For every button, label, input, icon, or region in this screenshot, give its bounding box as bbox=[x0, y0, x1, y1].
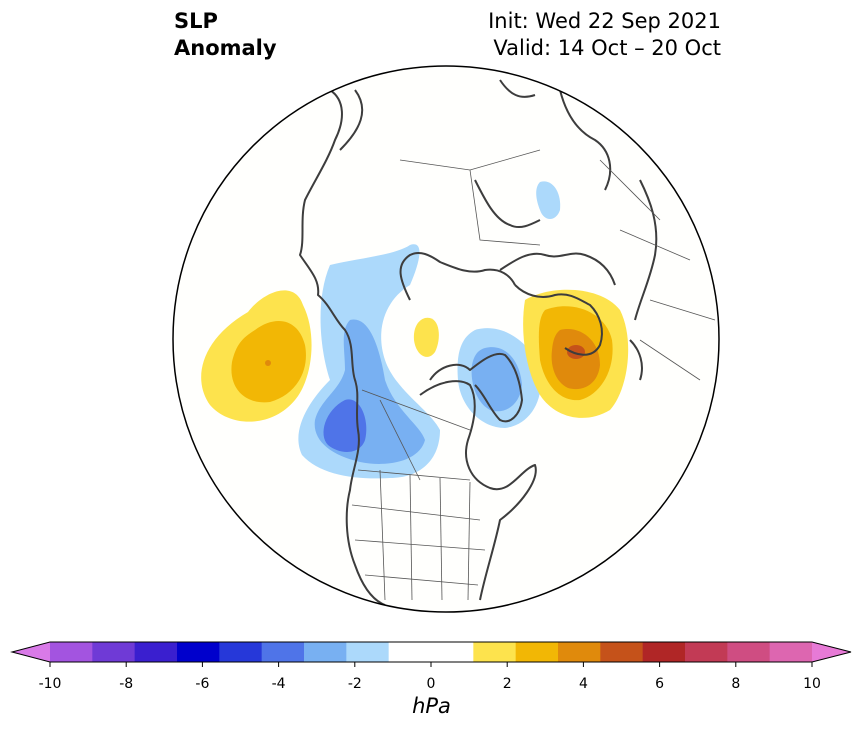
colorbar-unit-label: hPa bbox=[412, 694, 451, 718]
anomaly-gulf-of-alaska-low bbox=[298, 244, 440, 479]
political-borders bbox=[351, 149, 716, 601]
anomaly-greenland-low bbox=[457, 328, 541, 428]
colorbar-segment bbox=[219, 642, 263, 662]
map-disk bbox=[173, 66, 719, 612]
colorbar-tick-label: -10 bbox=[39, 676, 62, 692]
colorbar-segment bbox=[177, 642, 220, 662]
anomaly-north-pacific-high bbox=[201, 290, 312, 422]
title-variable: SLP bbox=[174, 9, 218, 33]
title-variable-type: Anomaly bbox=[174, 36, 277, 60]
colorbar-segment bbox=[558, 642, 601, 662]
colorbar-tick-label: -2 bbox=[348, 676, 362, 692]
colorbar-segment bbox=[769, 642, 813, 662]
colorbar-segment bbox=[685, 642, 728, 662]
colorbar-tick-label: -6 bbox=[195, 676, 209, 692]
colorbar-tick-label: -4 bbox=[272, 676, 286, 692]
colorbar-segment bbox=[600, 642, 644, 662]
colorbar-segment bbox=[727, 642, 771, 662]
colorbar-segment bbox=[346, 642, 390, 662]
coastlines bbox=[299, 79, 658, 606]
colorbar-segment bbox=[50, 642, 93, 662]
colorbar-segment bbox=[304, 642, 347, 662]
colorbar-tick-label: 6 bbox=[655, 676, 664, 692]
colorbar-segment bbox=[473, 642, 517, 662]
colorbar-segment bbox=[92, 642, 136, 662]
colorbar-extension-max bbox=[812, 642, 851, 662]
colorbar-segment bbox=[261, 642, 305, 662]
colorbar-tick-label: 2 bbox=[503, 676, 512, 692]
init-date: Init: Wed 22 Sep 2021 bbox=[488, 9, 721, 33]
colorbar-segment bbox=[134, 642, 178, 662]
colorbar-tick-label: 10 bbox=[803, 676, 821, 692]
colorbar-tick-label: 0 bbox=[427, 676, 436, 692]
anomaly-siberia-low bbox=[536, 181, 561, 219]
colorbar: -10 -8 -6 -4 -2 0 2 4 6 8 10 bbox=[10, 641, 852, 692]
colorbar-extension-min bbox=[12, 642, 50, 662]
title-right: Init: Wed 22 Sep 2021 Valid: 14 Oct – 20… bbox=[488, 8, 721, 62]
polar-map bbox=[172, 65, 720, 613]
title-left: SLP Anomaly bbox=[174, 8, 277, 62]
colorbar-segment bbox=[431, 642, 474, 662]
colorbar-tick-label: 8 bbox=[731, 676, 740, 692]
colorbar-tick-label: 4 bbox=[579, 676, 588, 692]
colorbar-segment bbox=[515, 642, 559, 662]
colorbar-segment bbox=[388, 642, 432, 662]
valid-range: Valid: 14 Oct – 20 Oct bbox=[493, 36, 721, 60]
colorbar-tick-label: -8 bbox=[119, 676, 133, 692]
colorbar-segment bbox=[642, 642, 686, 662]
map-boundary bbox=[172, 65, 720, 613]
anomaly-arctic-high bbox=[413, 317, 439, 357]
